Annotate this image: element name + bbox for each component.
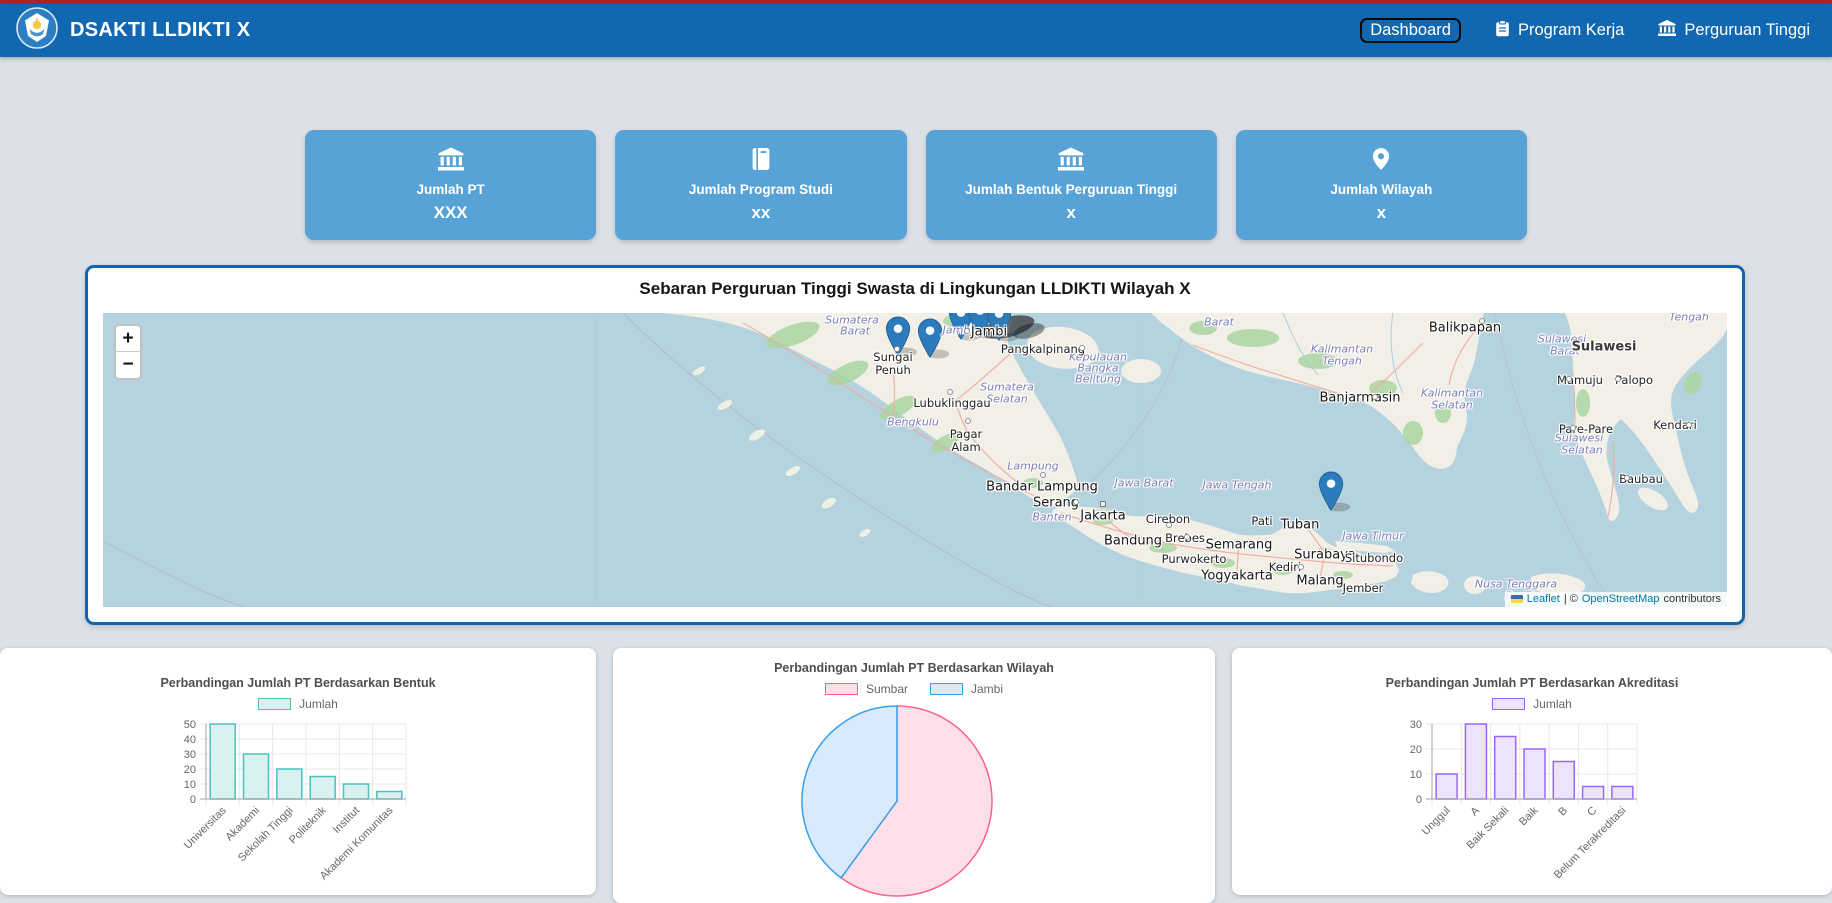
svg-text:C: C	[1585, 805, 1599, 819]
stat-cards-row: Jumlah PT XXX Jumlah Program Studi xx Ju…	[305, 130, 1527, 240]
bar-chart-bentuk[interactable]: 01020304050UniversitasAkademiSekolah Tin…	[148, 716, 448, 886]
svg-text:10: 10	[184, 779, 196, 791]
bank-icon	[1658, 20, 1676, 41]
stat-card-jumlah-pt: Jumlah PT XXX	[305, 130, 596, 240]
svg-text:A: A	[1468, 804, 1482, 818]
chart-card-akreditasi: Perbandingan Jumlah PT Berdasarkan Akred…	[1232, 648, 1832, 895]
nav-item-program-kerja[interactable]: Program Kerja	[1495, 20, 1624, 42]
chart-card-wilayah: Perbandingan Jumlah PT Berdasarkan Wilay…	[613, 648, 1215, 903]
legend-label-jambi: Jambi	[971, 682, 1003, 696]
legend-label-sumbar: Sumbar	[866, 682, 908, 696]
chart-card-bentuk: Perbandingan Jumlah PT Berdasarkan Bentu…	[0, 648, 596, 895]
legend-label: Jumlah	[299, 697, 338, 711]
page: DSAKTI LLDIKTI X Dashboard Program Kerja	[0, 0, 1832, 903]
stat-label: Jumlah Program Studi	[689, 182, 833, 197]
nav-program-kerja-label: Program Kerja	[1518, 21, 1624, 40]
bank-icon	[438, 147, 464, 173]
pie-chart-wilayah[interactable]	[799, 701, 995, 901]
chart-title: Perbandingan Jumlah PT Berdasarkan Bentu…	[160, 676, 435, 690]
attribution-suffix: contributors	[1664, 593, 1721, 605]
nav-item-dashboard[interactable]: Dashboard	[1360, 18, 1461, 43]
nav-perguruan-tinggi-label: Perguruan Tinggi	[1684, 21, 1810, 40]
legend-swatch	[258, 698, 291, 710]
chart-legend[interactable]: Jumlah	[1492, 697, 1572, 711]
svg-text:Institut: Institut	[331, 805, 362, 836]
legend-swatch-sumbar	[825, 683, 858, 695]
charts-row: Perbandingan Jumlah PT Berdasarkan Bentu…	[0, 648, 1832, 903]
legend-swatch	[1492, 698, 1525, 710]
stat-card-program-studi: Jumlah Program Studi xx	[615, 130, 906, 240]
map-attribution: Leaflet | © OpenStreetMap contributors	[1505, 592, 1727, 607]
legend-label: Jumlah	[1533, 697, 1572, 711]
chart-legend[interactable]: Jumlah	[258, 697, 338, 711]
svg-text:20: 20	[1410, 744, 1422, 756]
svg-text:Unggul: Unggul	[1420, 805, 1453, 838]
attribution-separator: | ©	[1564, 593, 1578, 605]
svg-text:0: 0	[190, 794, 196, 806]
stat-value: x	[1377, 203, 1386, 223]
map-canvas[interactable]: SumateraBaratJambiSumateraSelatanBengkul…	[103, 313, 1727, 607]
svg-text:0: 0	[1416, 794, 1422, 806]
chart-title: Perbandingan Jumlah PT Berdasarkan Akred…	[1386, 676, 1679, 690]
navbar: DSAKTI LLDIKTI X Dashboard Program Kerja	[0, 4, 1832, 57]
zoom-in-button[interactable]: +	[116, 326, 140, 352]
ukraine-flag-icon	[1511, 595, 1523, 603]
stat-card-bentuk-pt: Jumlah Bentuk Perguruan Tinggi x	[926, 130, 1217, 240]
ministry-logo-icon	[16, 7, 58, 54]
brand-title: DSAKTI LLDIKTI X	[70, 19, 250, 42]
stat-value: XXX	[434, 203, 468, 223]
chart-legend[interactable]: Sumbar Jambi	[825, 682, 1003, 696]
nav-dashboard-label: Dashboard	[1360, 18, 1461, 43]
svg-text:20: 20	[184, 764, 196, 776]
svg-text:B: B	[1556, 805, 1570, 819]
openstreetmap-link[interactable]: OpenStreetMap	[1582, 593, 1660, 605]
stat-label: Jumlah PT	[416, 182, 484, 197]
chart-title: Perbandingan Jumlah PT Berdasarkan Wilay…	[774, 661, 1054, 675]
bank-icon	[1058, 147, 1084, 173]
svg-text:50: 50	[184, 719, 196, 731]
brand[interactable]: DSAKTI LLDIKTI X	[16, 7, 250, 54]
clipboard-icon	[1495, 20, 1510, 42]
nav-item-perguruan-tinggi[interactable]: Perguruan Tinggi	[1658, 20, 1810, 41]
bar-chart-akreditasi[interactable]: 0102030UnggulABaik SekaliBaikBCBelum Ter…	[1377, 716, 1687, 891]
svg-text:Universitas: Universitas	[182, 804, 229, 851]
stat-card-wilayah: Jumlah Wilayah x	[1236, 130, 1527, 240]
svg-text:30: 30	[184, 749, 196, 761]
map-pin-icon	[1371, 147, 1391, 173]
map-zoom-control: + −	[114, 324, 142, 380]
stat-label: Jumlah Wilayah	[1330, 182, 1432, 197]
map-panel: Sebaran Perguruan Tinggi Swasta di Lingk…	[85, 265, 1745, 625]
svg-text:10: 10	[1410, 769, 1422, 781]
svg-text:40: 40	[184, 734, 196, 746]
leaflet-link[interactable]: Leaflet	[1527, 593, 1560, 605]
stat-value: xx	[751, 203, 770, 223]
zoom-out-button[interactable]: −	[116, 352, 140, 378]
svg-text:Baik: Baik	[1517, 804, 1541, 828]
nav-menu: Dashboard Program Kerja	[1360, 18, 1810, 43]
map-basemap	[103, 313, 1727, 607]
svg-text:30: 30	[1410, 719, 1422, 731]
stat-value: x	[1066, 203, 1075, 223]
map-title: Sebaran Perguruan Tinggi Swasta di Lingk…	[88, 279, 1742, 299]
legend-swatch-jambi	[930, 683, 963, 695]
svg-text:Politeknik: Politeknik	[287, 804, 329, 846]
stat-label: Jumlah Bentuk Perguruan Tinggi	[965, 182, 1177, 197]
book-icon	[750, 147, 772, 173]
